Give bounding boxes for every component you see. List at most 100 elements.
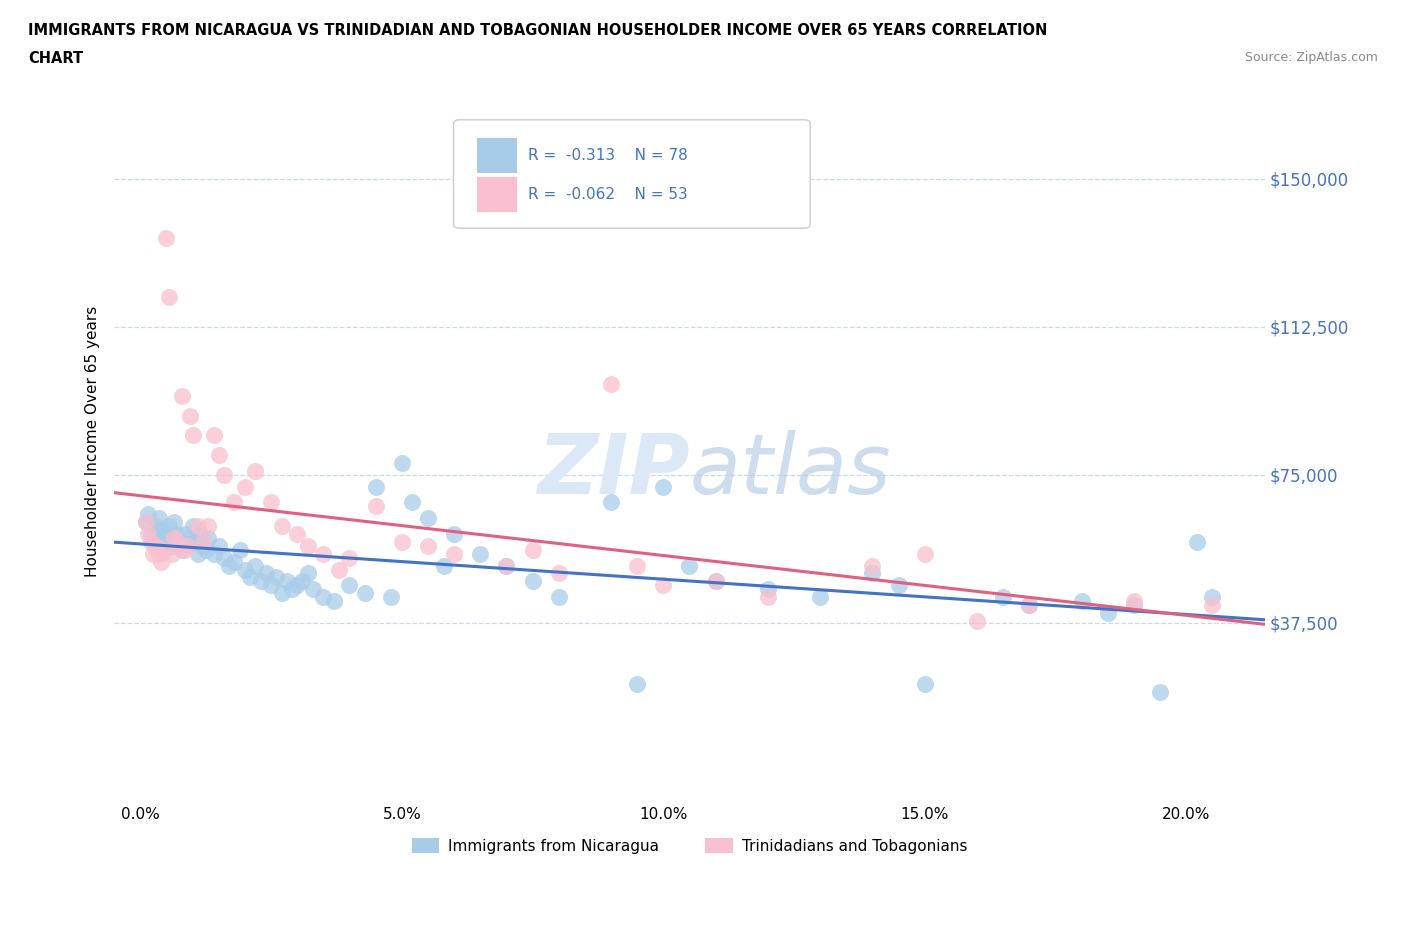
Point (169, 538, 191, 553)
Point (312, 590, 335, 604)
Point (260, 578, 283, 592)
Point (1070, 593, 1092, 608)
Point (139, 535, 162, 550)
Point (254, 566, 277, 581)
Point (194, 542, 217, 557)
Point (966, 614, 988, 629)
Point (187, 546, 209, 561)
Point (626, 558, 648, 573)
Point (135, 514, 157, 529)
Point (281, 582, 304, 597)
Point (142, 546, 165, 561)
Point (224, 554, 246, 569)
Point (1122, 593, 1144, 608)
Point (547, 590, 569, 604)
Point (914, 676, 936, 691)
Point (157, 290, 180, 305)
Point (312, 546, 335, 561)
Point (155, 526, 177, 541)
Text: R =  -0.313    N = 78: R = -0.313 N = 78 (529, 148, 688, 163)
Point (391, 456, 413, 471)
Text: ZIP: ZIP (537, 430, 689, 511)
Point (297, 566, 319, 581)
Point (433, 558, 456, 573)
Point (1097, 605, 1119, 620)
Point (600, 495, 623, 510)
Point (155, 231, 177, 246)
Legend: Immigrants from Nicaragua, Trinidadians and Tobagonians: Immigrants from Nicaragua, Trinidadians … (405, 831, 973, 859)
Point (160, 538, 183, 553)
FancyBboxPatch shape (454, 120, 810, 228)
Point (153, 542, 176, 557)
Point (756, 582, 779, 597)
Point (364, 498, 387, 513)
Point (191, 535, 214, 550)
Point (249, 574, 271, 589)
Point (652, 578, 675, 592)
Point (401, 495, 423, 510)
Point (285, 526, 308, 541)
Point (136, 526, 159, 541)
Point (1018, 598, 1040, 613)
Point (187, 519, 209, 534)
Point (522, 542, 544, 557)
Point (136, 507, 159, 522)
Point (266, 570, 288, 585)
Point (218, 558, 240, 573)
Point (322, 593, 344, 608)
Point (245, 558, 267, 573)
Point (391, 535, 413, 550)
Point (145, 538, 167, 553)
Point (914, 546, 936, 561)
Point (190, 526, 212, 541)
Point (704, 574, 727, 589)
Point (302, 582, 325, 597)
Point (547, 566, 569, 581)
Point (339, 578, 361, 592)
Point (173, 542, 195, 557)
Point (443, 546, 465, 561)
Point (600, 377, 623, 392)
Point (163, 530, 186, 545)
Point (150, 523, 173, 538)
Bar (477, 138, 517, 173)
Point (1201, 598, 1223, 613)
Point (197, 530, 219, 545)
Point (245, 463, 267, 478)
Point (184, 535, 207, 550)
Point (157, 519, 180, 534)
Point (860, 558, 883, 573)
Point (354, 586, 377, 601)
Point (172, 389, 194, 404)
Point (291, 574, 314, 589)
Text: CHART: CHART (28, 51, 83, 66)
Point (270, 586, 292, 601)
Point (173, 526, 195, 541)
Point (153, 530, 176, 545)
Point (191, 538, 214, 553)
Point (1018, 598, 1040, 613)
Point (270, 519, 292, 534)
Point (756, 590, 779, 604)
Point (224, 495, 246, 510)
Point (150, 554, 173, 569)
Point (233, 562, 256, 577)
Point (416, 538, 439, 553)
Point (1201, 590, 1223, 604)
Point (202, 546, 225, 561)
Point (276, 574, 298, 589)
Point (176, 538, 198, 553)
Point (208, 538, 231, 553)
Point (233, 479, 256, 494)
Point (145, 519, 167, 534)
Point (148, 511, 170, 525)
Point (163, 514, 186, 529)
Point (522, 574, 544, 589)
Point (228, 542, 250, 557)
Point (212, 551, 235, 565)
Point (197, 519, 219, 534)
Point (339, 551, 361, 565)
Point (160, 546, 183, 561)
Point (181, 519, 204, 534)
Point (172, 542, 194, 557)
